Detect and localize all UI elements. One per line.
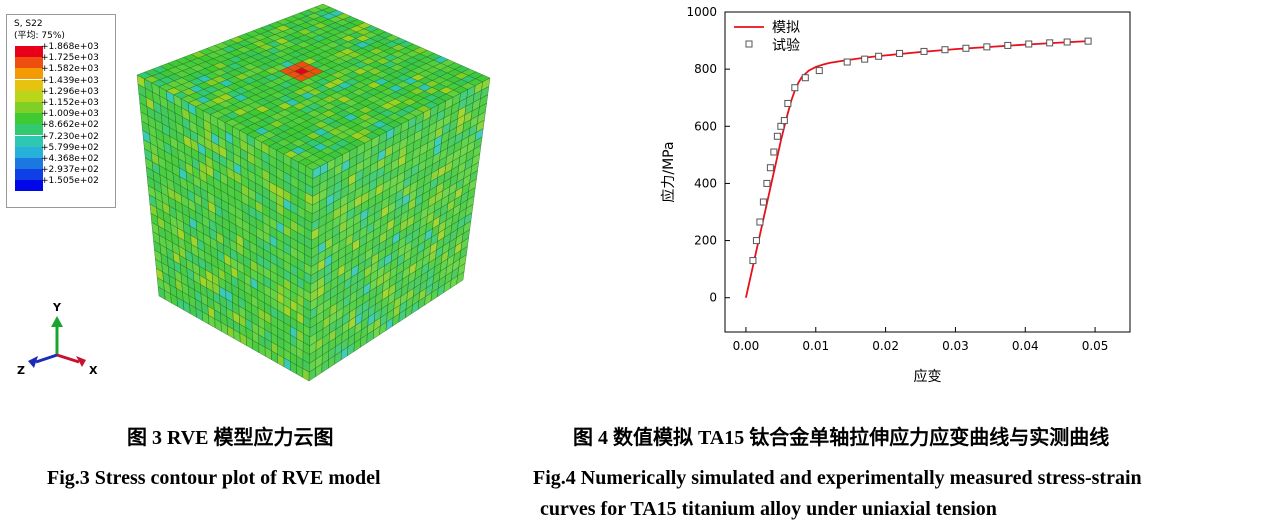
- legend-swatch: [15, 79, 43, 91]
- legend-simulation-label: 模拟: [772, 20, 800, 36]
- experiment-point: [777, 122, 785, 130]
- legend-label: +1.296e+03: [41, 86, 99, 97]
- y-axis-label: 应力/MPa: [660, 141, 677, 202]
- experiment-point: [815, 67, 823, 75]
- legend-swatch: [15, 124, 43, 136]
- simulation-line: [745, 40, 1089, 298]
- experiment-point: [843, 58, 851, 66]
- legend-swatch: [15, 46, 43, 57]
- experiment-point: [1025, 40, 1033, 48]
- experiment-point: [1046, 39, 1054, 47]
- legend-marker-sample: [745, 40, 753, 48]
- legend-label: +1.582e+03: [41, 64, 99, 75]
- legend-label: +1.009e+03: [41, 109, 99, 120]
- experiment-point: [941, 46, 949, 54]
- experiment-point: [759, 198, 767, 206]
- legend-label: +1.439e+03: [41, 75, 99, 86]
- legend-label: +1.152e+03: [41, 98, 99, 108]
- experiment-point: [962, 44, 970, 52]
- experiment-point: [861, 55, 869, 63]
- experiment-point: [773, 132, 781, 140]
- legend-label: +1.868e+03: [41, 42, 99, 52]
- legend-label: +1.725e+03: [41, 53, 99, 64]
- experiment-point: [780, 117, 788, 125]
- legend-swatch: [15, 102, 43, 113]
- y-tick-label: 600: [694, 119, 717, 133]
- figure-4: 0.00 0.01 0.02 0.03 0.04 0.05 0 200 400 600 800 100…: [640, 0, 1270, 400]
- y-tick-label: 0: [709, 291, 717, 305]
- x-tick-label: 0.00: [733, 339, 760, 353]
- contour-legend: S, S22 (平均: 75%) +1.868e+03 +1.725e+03 +1.…: [6, 14, 116, 208]
- y-tick-label: 1000: [686, 5, 717, 19]
- triad-x-label: X: [89, 364, 98, 377]
- legend-label: +1.505e+02: [41, 176, 99, 187]
- experiment-point: [896, 49, 904, 57]
- experiment-point: [1084, 37, 1092, 45]
- experiment-point: [920, 47, 928, 55]
- legend-swatch: [15, 180, 43, 192]
- legend-subtitle: (平均: 75%): [14, 31, 65, 41]
- experiment-point: [756, 218, 764, 226]
- legend-label: +2.937e+02: [41, 165, 99, 176]
- experiment-point: [1063, 38, 1071, 46]
- experiment-point: [791, 84, 799, 92]
- fig4-caption-en-line1: Fig.4 Numerically simulated and experime…: [533, 467, 1142, 489]
- legend-title: S, S22: [14, 19, 43, 29]
- legend-label: +5.799e+02: [41, 142, 99, 153]
- x-tick-label: 0.01: [802, 339, 829, 353]
- experiment-point: [766, 164, 774, 172]
- cube-face: [136, 74, 314, 382]
- experiment-point: [1004, 41, 1012, 49]
- legend-swatch: [15, 90, 43, 102]
- x-tick-label: 0.02: [872, 339, 899, 353]
- legend-label: +8.662e+02: [41, 120, 99, 131]
- x-axis-label: 应变: [914, 368, 942, 385]
- fig4-caption-en-line2: curves for TA15 titanium alloy under uni…: [540, 498, 997, 520]
- legend-swatch: [15, 169, 43, 181]
- experiment-point: [983, 43, 991, 51]
- triad-z-label: Z: [17, 364, 25, 377]
- legend-swatch: [15, 158, 43, 169]
- experiment-point: [749, 257, 757, 265]
- x-tick-label: 0.04: [1012, 339, 1039, 353]
- legend-swatch: [15, 135, 43, 147]
- experiment-point: [763, 179, 771, 187]
- legend-experiment-label: 试验: [772, 38, 800, 54]
- figure-3: S, S22 (平均: 75%) +1.868e+03 +1.725e+03 +1.…: [0, 0, 560, 400]
- experiment-point: [875, 52, 883, 60]
- legend-swatch: [15, 146, 43, 158]
- legend-swatch: [15, 68, 43, 80]
- fig3-caption-en: Fig.3 Stress contour plot of RVE model: [47, 467, 381, 489]
- rve-cube: [136, 3, 491, 382]
- experiment-point: [784, 99, 792, 107]
- legend-swatch: [15, 113, 43, 125]
- axis-triad: Y Z X: [17, 301, 98, 377]
- legend-swatch: [15, 57, 43, 69]
- experiment-point: [770, 148, 778, 156]
- triad-y-label: Y: [52, 301, 62, 314]
- legend-label: +4.368e+02: [41, 154, 99, 164]
- cube-face: [136, 3, 491, 171]
- y-tick-label: 800: [694, 62, 717, 76]
- y-tick-label: 400: [694, 176, 717, 190]
- fig4-caption-cn: 图 4 数值模拟 TA15 钛合金单轴拉伸应力应变曲线与实测曲线: [573, 427, 1110, 449]
- cube-face: [308, 77, 491, 382]
- experiment-point: [752, 237, 760, 245]
- x-tick-label: 0.05: [1082, 339, 1109, 353]
- y-tick-label: 200: [694, 234, 717, 248]
- x-tick-label: 0.03: [942, 339, 969, 353]
- plot-frame: [724, 11, 1131, 333]
- fig3-caption-cn: 图 3 RVE 模型应力云图: [127, 427, 334, 449]
- experiment-point: [801, 74, 809, 82]
- legend-label: +7.230e+02: [41, 131, 99, 142]
- stress-strain-chart: 0.00 0.01 0.02 0.03 0.04 0.05 0 200 400 600 800 100…: [660, 5, 1131, 385]
